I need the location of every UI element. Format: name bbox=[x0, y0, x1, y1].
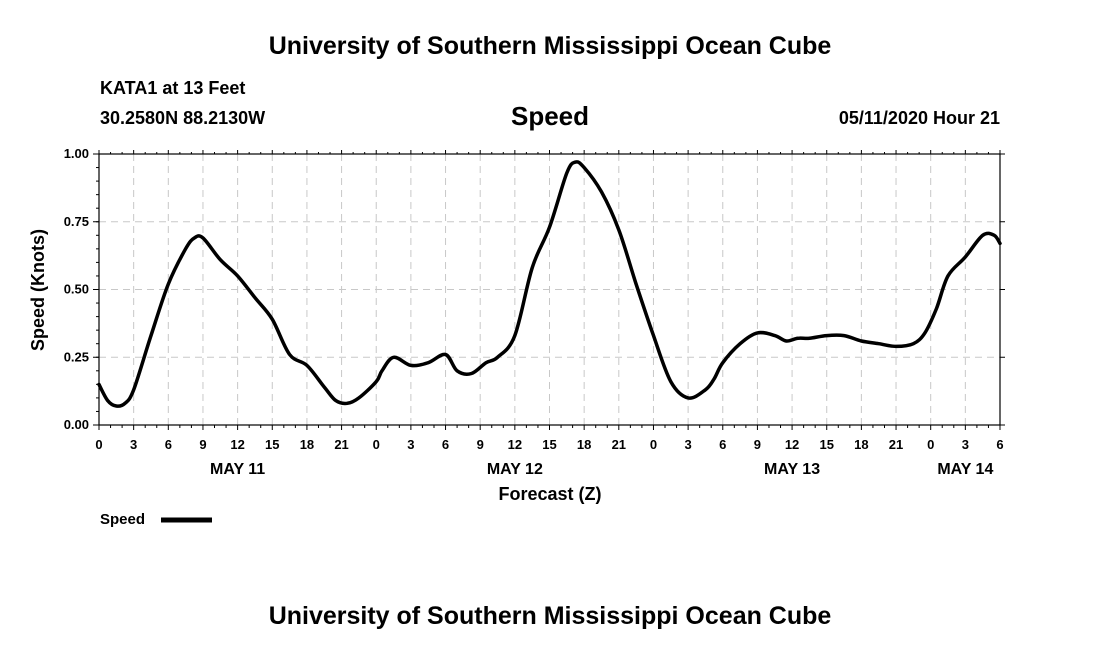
date-label: MAY 14 bbox=[937, 461, 993, 478]
legend: Speed bbox=[100, 511, 212, 528]
x-tick-label: 21 bbox=[889, 437, 903, 452]
x-tick-label: 15 bbox=[819, 437, 833, 452]
station-label: KATA1 at 13 Feet bbox=[100, 78, 245, 98]
header-title: University of Southern Mississippi Ocean… bbox=[269, 32, 832, 60]
grid-lines bbox=[99, 154, 1000, 425]
x-tick-label: 12 bbox=[508, 437, 522, 452]
x-tick-label: 9 bbox=[754, 437, 761, 452]
x-tick-label: 0 bbox=[373, 437, 380, 452]
x-tick-label: 15 bbox=[542, 437, 556, 452]
x-axis: 0 3 6 9 12 15 18 21 0 3 6 9 12 15 18 21 0 3 6 9 12 15 18 21 0 3 6M… bbox=[95, 150, 1004, 478]
series-line-speed bbox=[97, 160, 1002, 408]
x-tick-label: 12 bbox=[785, 437, 799, 452]
y-tick-label: 0.00 bbox=[64, 417, 89, 432]
x-tick-label: 21 bbox=[612, 437, 626, 452]
x-tick-label: 6 bbox=[442, 437, 449, 452]
x-tick-label: 6 bbox=[165, 437, 172, 452]
date-label: MAY 12 bbox=[487, 461, 543, 478]
x-tick-label: 3 bbox=[130, 437, 137, 452]
x-tick-label: 6 bbox=[719, 437, 726, 452]
y-tick-label: 1.00 bbox=[64, 146, 89, 161]
y-tick-label: 0.75 bbox=[64, 214, 89, 229]
x-tick-label: 0 bbox=[95, 437, 102, 452]
y-axis: 0.00 0.25 0.50 0.75 1.00 bbox=[64, 146, 1005, 432]
x-tick-label: 0 bbox=[927, 437, 934, 452]
series-layer bbox=[97, 160, 1002, 408]
y-axis-label: Speed (Knots) bbox=[28, 229, 48, 351]
x-tick-label: 18 bbox=[577, 437, 591, 452]
x-tick-label: 18 bbox=[854, 437, 868, 452]
x-tick-label: 15 bbox=[265, 437, 279, 452]
x-axis-label: Forecast (Z) bbox=[498, 484, 601, 504]
issued-time: 05/11/2020 Hour 21 bbox=[839, 108, 1000, 128]
x-tick-label: 3 bbox=[407, 437, 414, 452]
x-tick-label: 21 bbox=[334, 437, 348, 452]
y-tick-label: 0.50 bbox=[64, 282, 89, 297]
plot-title: Speed bbox=[511, 101, 589, 131]
x-tick-label: 3 bbox=[962, 437, 969, 452]
x-tick-label: 18 bbox=[300, 437, 314, 452]
x-tick-label: 3 bbox=[684, 437, 691, 452]
date-label: MAY 13 bbox=[764, 461, 820, 478]
x-tick-label: 9 bbox=[477, 437, 484, 452]
y-tick-label: 0.25 bbox=[64, 349, 89, 364]
footer-title: University of Southern Mississippi Ocean… bbox=[269, 602, 832, 630]
x-tick-label: 12 bbox=[230, 437, 244, 452]
x-tick-label: 6 bbox=[996, 437, 1003, 452]
legend-label: Speed bbox=[100, 511, 145, 528]
x-tick-label: 9 bbox=[199, 437, 206, 452]
station-coordinates: 30.2580N 88.2130W bbox=[100, 108, 265, 128]
x-tick-label: 0 bbox=[650, 437, 657, 452]
date-label: MAY 11 bbox=[210, 461, 265, 478]
